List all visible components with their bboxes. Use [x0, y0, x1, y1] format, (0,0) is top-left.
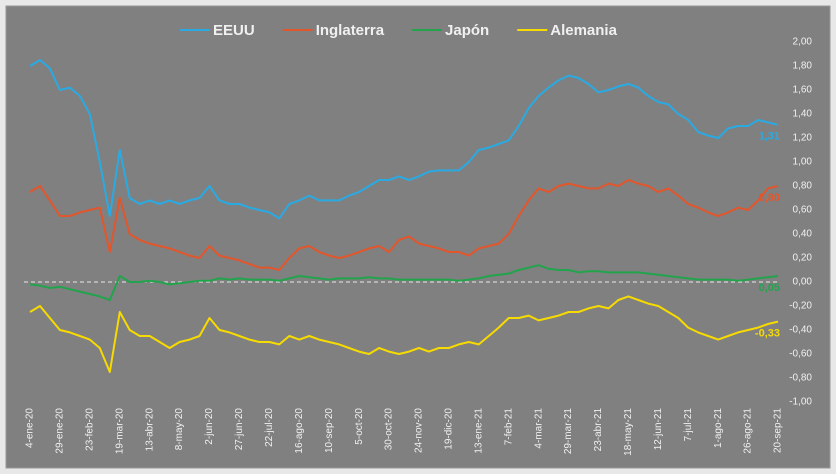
x-tick-label: 16-ago-20: [294, 408, 305, 454]
x-tick-label: 23-feb-20: [84, 408, 95, 451]
series-line: [29, 295, 779, 373]
y-tick-label: 0,60: [793, 205, 813, 216]
x-tick-label: 27-jun-20: [234, 408, 245, 451]
x-tick-label: 29-ene-20: [55, 408, 66, 454]
x-tick-label: 18-may-21: [623, 408, 634, 456]
y-tick-label: 1,20: [793, 133, 813, 144]
data-label: 0,05: [759, 282, 780, 294]
x-tick-label: 7-jul-21: [683, 408, 694, 442]
y-tick-label: -0,60: [789, 349, 812, 360]
y-tick-label: 0,20: [793, 253, 813, 264]
y-tick-label: 2,00: [793, 37, 813, 48]
x-tick-label: 2-jun-20: [204, 408, 215, 445]
x-tick-label: 29-mar-21: [563, 408, 574, 455]
x-tick-label: 22-jul-20: [264, 408, 275, 447]
x-tick-label: 4-mar-21: [533, 408, 544, 449]
y-tick-label: -0,20: [789, 301, 812, 312]
data-label: -0,33: [755, 328, 780, 340]
series-line: [29, 59, 779, 220]
x-tick-label: 12-jun-21: [653, 408, 664, 451]
x-tick-label: 19-dic-20: [444, 408, 455, 450]
x-tick-label: 10-sep-20: [324, 408, 335, 453]
x-tick-label: 1-ago-21: [713, 408, 724, 448]
x-tick-label: 13-ene-21: [473, 408, 484, 454]
series-line: [29, 179, 779, 271]
x-tick-label: 19-mar-20: [114, 408, 125, 455]
legend-label: EEUU: [213, 22, 255, 39]
y-tick-label: 1,40: [793, 109, 813, 120]
x-tick-label: 20-sep-21: [773, 408, 784, 453]
legend: EEUU Inglaterra Japón Alemania: [180, 22, 618, 39]
x-tick-label: 8-may-20: [174, 408, 185, 451]
series-line: [29, 264, 779, 301]
y-tick-label: 1,60: [793, 85, 813, 96]
x-tick-label: 13-abr-20: [144, 408, 155, 452]
chart-background: [5, 5, 831, 469]
y-tick-label: 1,00: [793, 157, 813, 168]
x-tick-label: 7-feb-21: [503, 408, 514, 446]
y-tick-label: 0,40: [793, 229, 813, 240]
y-tick-label: -0,40: [789, 325, 812, 336]
x-tick-label: 4-ene-20: [25, 408, 36, 448]
legend-label: Alemania: [550, 22, 617, 39]
y-tick-label: -0,80: [789, 373, 812, 384]
y-tick-label: 0,00: [793, 277, 813, 288]
y-tick-label: 0,80: [793, 181, 813, 192]
legend-label: Japón: [445, 22, 489, 39]
data-label: 1,31: [759, 131, 780, 143]
x-tick-label: 23-abr-21: [593, 408, 604, 452]
x-tick-label: 26-ago-21: [743, 408, 754, 454]
x-tick-label: 30-oct-20: [384, 408, 395, 451]
y-tick-label: -1,00: [789, 397, 812, 408]
data-label: 0,80: [759, 192, 780, 204]
y-tick-label: 1,80: [793, 61, 813, 72]
x-tick-label: 24-nov-20: [414, 408, 425, 453]
legend-label: Inglaterra: [316, 22, 385, 39]
x-tick-label: 5-oct-20: [354, 408, 365, 445]
